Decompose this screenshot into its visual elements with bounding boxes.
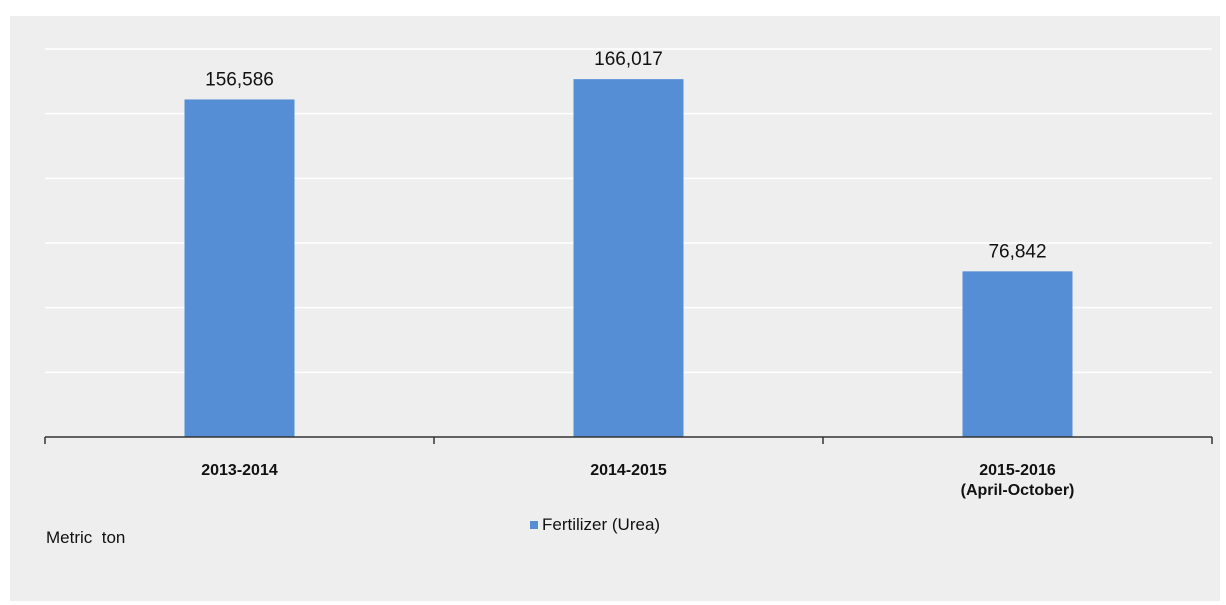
bar <box>962 271 1073 437</box>
x-tick-label: 2013-2014 <box>201 462 278 479</box>
data-labels: 156,586 166,017 76,842 <box>205 49 1046 262</box>
x-axis <box>44 436 1213 444</box>
y-axis-unit-label: Metric ton <box>46 528 125 547</box>
data-label: 156,586 <box>205 69 274 90</box>
data-label: 76,842 <box>988 241 1046 262</box>
x-tick-label: 2014-2015 <box>590 462 667 479</box>
x-tick-labels: 2013-2014 2014-2015 2015-2016 (April-Octobe… <box>201 462 1074 499</box>
legend-swatch-fertilizer-urea <box>530 521 538 529</box>
x-tick-label: 2015-2016 (April-October) <box>961 462 1075 499</box>
bar <box>573 79 684 437</box>
legend-label-fertilizer-urea: Fertilizer (Urea) <box>542 515 660 534</box>
bars <box>184 79 1073 437</box>
legend: Fertilizer (Urea) <box>530 515 660 534</box>
bar <box>184 99 295 437</box>
data-label: 166,017 <box>594 49 663 70</box>
